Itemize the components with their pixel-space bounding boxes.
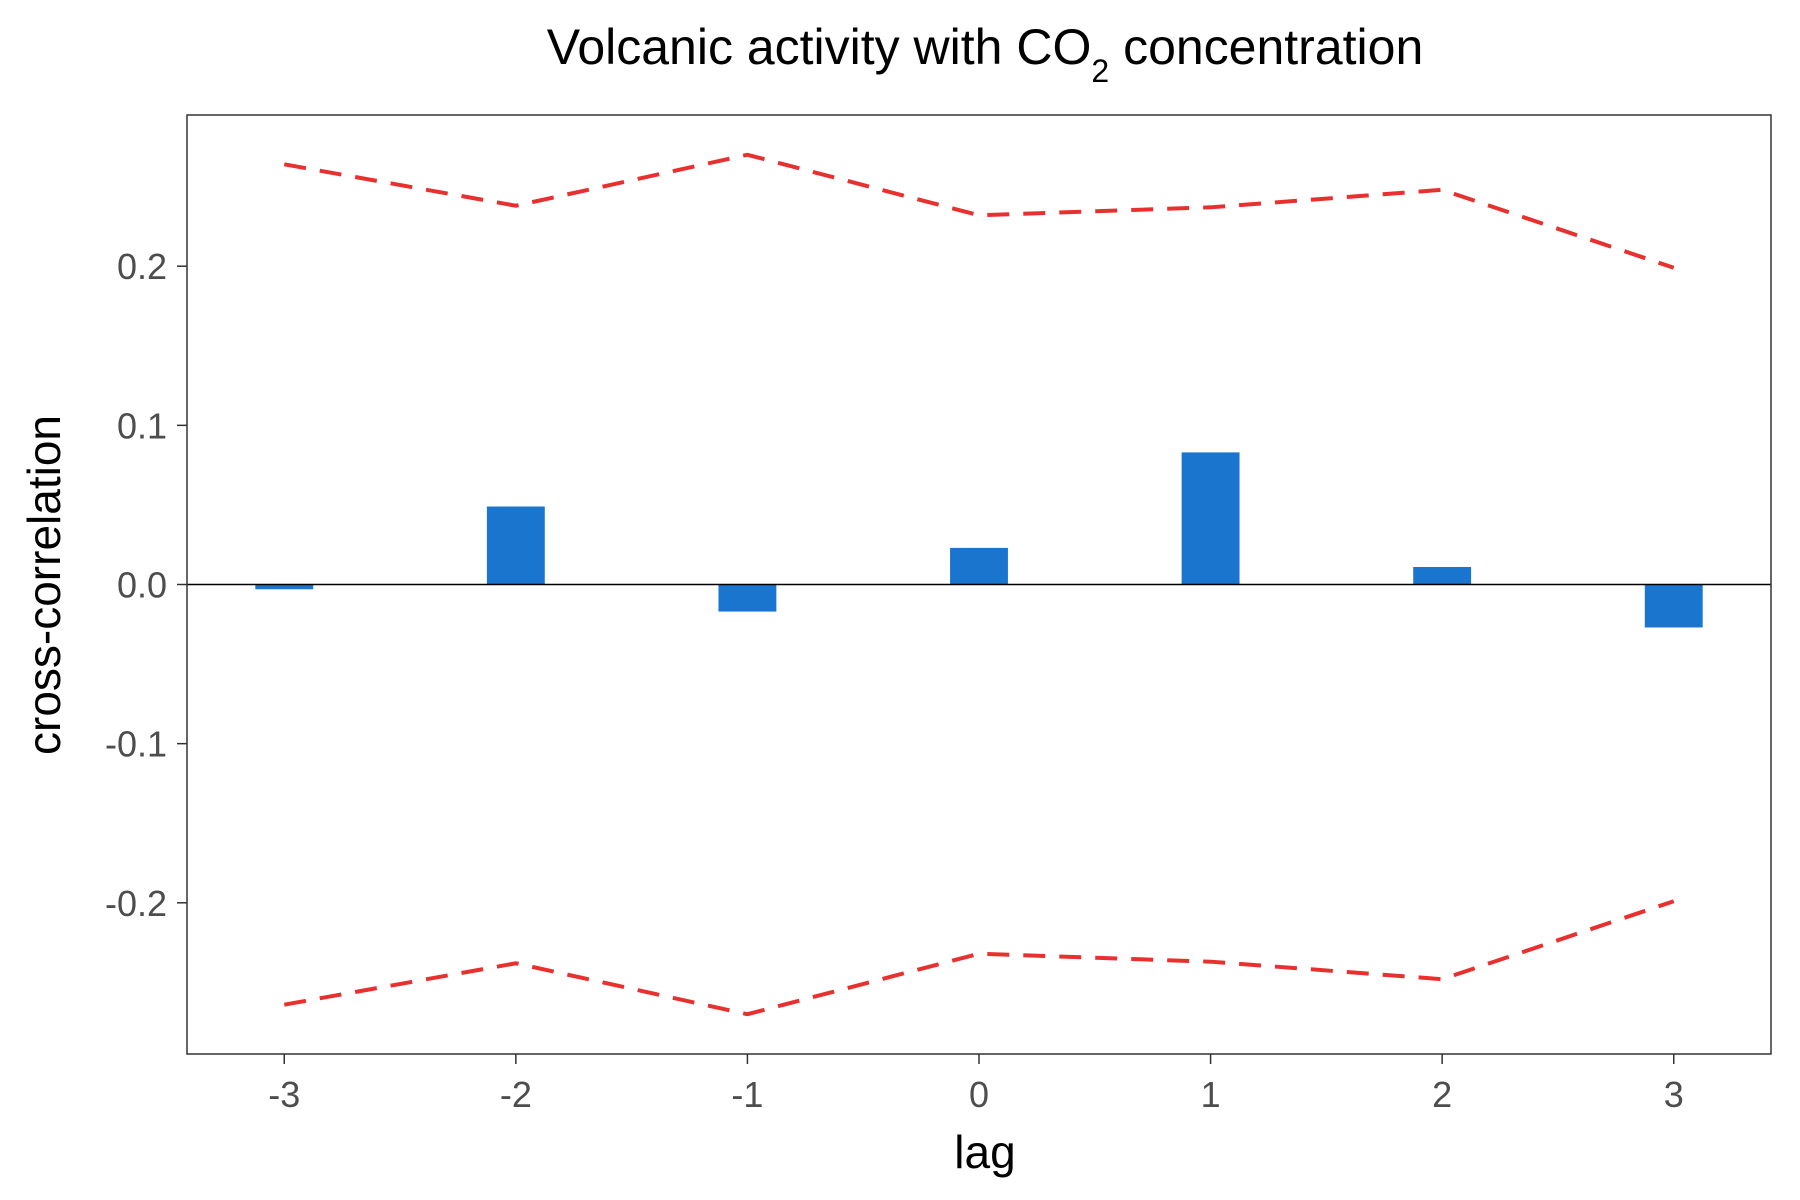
x-tick-label: 1 <box>1201 1074 1221 1115</box>
bar <box>255 584 314 590</box>
chart-title-subscript: 2 <box>1091 53 1109 89</box>
y-tick-label: 0.1 <box>117 405 167 446</box>
x-tick-label: 2 <box>1432 1074 1452 1115</box>
lower-confidence-bound <box>283 899 1675 1017</box>
x-axis-title: lag <box>954 1126 1015 1178</box>
bar <box>486 506 545 585</box>
bar <box>950 547 1008 585</box>
y-tick-label: 0.0 <box>117 565 167 606</box>
x-tick-label: -3 <box>268 1074 300 1115</box>
x-tick-label: -1 <box>731 1074 763 1115</box>
bar <box>1644 584 1703 628</box>
y-tick-label: 0.2 <box>117 246 167 287</box>
y-tick-label: -0.1 <box>105 724 167 765</box>
x-tick-label: -2 <box>500 1074 532 1115</box>
bar <box>1181 452 1240 585</box>
chart-title-suffix: concentration <box>1109 19 1423 75</box>
chart-title: Volcanic activity with CO2 concentration <box>547 19 1424 89</box>
chart-title-main: Volcanic activity with CO <box>547 19 1092 75</box>
upper-confidence-bound <box>283 152 1675 270</box>
bar <box>718 584 777 612</box>
bar <box>1413 566 1472 585</box>
x-tick-label: 3 <box>1664 1074 1684 1115</box>
y-axis-title: cross-correlation <box>18 415 70 755</box>
plot-panel: -3 -2 -1 0 1 2 3 -0.2 -0.1 0.0 0.1 0.2 <box>105 114 1772 1115</box>
y-tick-label: -0.2 <box>105 883 167 924</box>
x-tick-label: 0 <box>969 1074 989 1115</box>
